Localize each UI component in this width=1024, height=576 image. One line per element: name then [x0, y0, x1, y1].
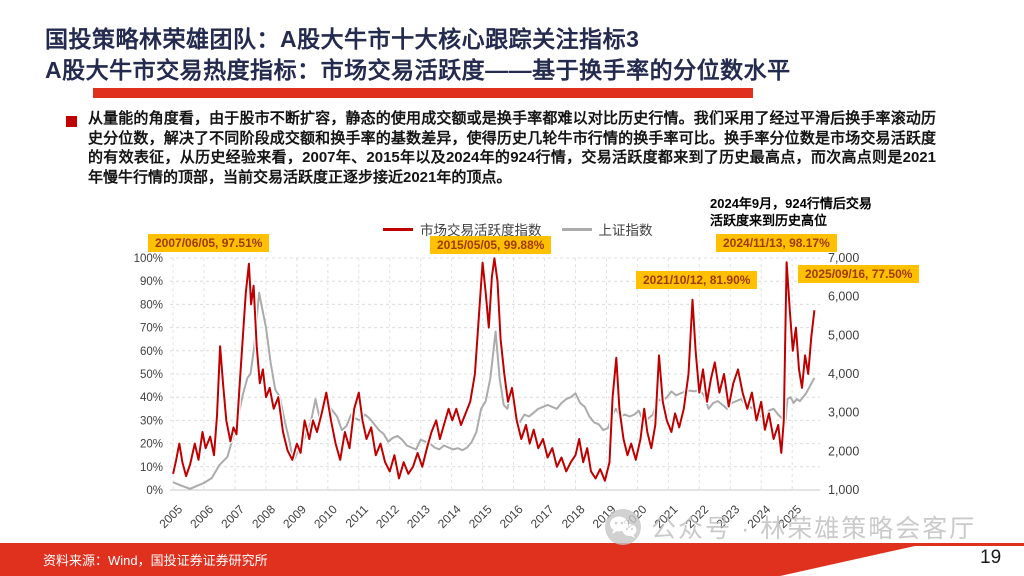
footer-bar	[0, 546, 915, 576]
svg-text:7,000: 7,000	[828, 251, 859, 265]
source-note: 资料来源：Wind，国投证券证券研究所	[43, 553, 268, 568]
wechat-icon	[605, 509, 641, 545]
bullet-square-icon	[66, 116, 77, 127]
page-number: 19	[980, 547, 1002, 568]
svg-text:2018: 2018	[559, 502, 588, 531]
svg-text:5,000: 5,000	[828, 328, 859, 342]
annotation-2007-peak: 2007/06/05, 97.51%	[148, 234, 270, 252]
svg-text:2,000: 2,000	[828, 444, 859, 458]
svg-text:20%: 20%	[140, 439, 163, 451]
svg-text:2015: 2015	[466, 502, 495, 531]
svg-text:6,000: 6,000	[828, 290, 859, 304]
legend-label-activity: 市场交易活跃度指数	[420, 223, 542, 238]
footer-rule	[0, 543, 1024, 546]
svg-text:2011: 2011	[343, 502, 371, 530]
svg-text:40%: 40%	[140, 392, 163, 404]
svg-text:1,000: 1,000	[828, 483, 859, 497]
svg-text:2006: 2006	[187, 502, 216, 531]
svg-text:90%: 90%	[140, 276, 163, 288]
activity-percentile-chart: 0%10%20%30%40%50%60%70%80%90%100%2005 200…	[134, 251, 860, 531]
activity-line-swatch	[383, 227, 413, 231]
svg-text:2010: 2010	[311, 502, 340, 531]
svg-text:2017: 2017	[528, 502, 557, 531]
svg-text:50%: 50%	[140, 369, 163, 381]
annotation-2015-peak: 2015/05/05, 99.88%	[430, 236, 552, 254]
chart-note-line1: 2024年9月，924行情后交易	[710, 196, 872, 211]
svg-text:3,000: 3,000	[828, 406, 859, 420]
chart-note-line2: 活跃度来到历史高位	[710, 213, 828, 228]
chart-annotation-note: 2024年9月，924行情后交易 活跃度来到历史高位	[710, 195, 930, 229]
svg-text:2016: 2016	[497, 502, 526, 531]
annotation-2021-peak: 2021/10/12, 81.90%	[636, 271, 758, 289]
svg-text:2012: 2012	[373, 502, 402, 531]
page-title-line2: A股大牛市交易热度指标：市场交易活跃度——基于换手率的分位数水平	[45, 57, 791, 83]
svg-text:100%: 100%	[134, 253, 163, 265]
svg-text:30%: 30%	[140, 415, 163, 427]
annotation-2024-peak: 2024/11/13, 98.17%	[716, 234, 837, 252]
svg-text:2007: 2007	[218, 502, 247, 531]
legend-item-sse: 上证指数	[561, 219, 653, 239]
watermark-text: 公众号 · 林荣雄策略会客厅	[651, 515, 977, 543]
title-underline-bar	[93, 88, 753, 98]
svg-text:60%: 60%	[140, 346, 163, 358]
body-paragraph: 从量能的角度看，由于股市不断扩容，静态的使用成交额或是换手率都难以对比历史行情。…	[88, 110, 936, 186]
page-title: 国投策略林荣雄团队：A股大牛市十大核心跟踪关注指标3 A股大牛市交易热度指标：市…	[45, 24, 791, 86]
svg-text:80%: 80%	[140, 299, 163, 311]
svg-text:4,000: 4,000	[828, 367, 859, 381]
svg-text:2008: 2008	[249, 502, 278, 531]
svg-text:0%: 0%	[146, 485, 163, 497]
svg-text:2014: 2014	[435, 502, 464, 531]
svg-text:70%: 70%	[140, 323, 163, 335]
page-title-line1: 国投策略林荣雄团队：A股大牛市十大核心跟踪关注指标3	[45, 26, 640, 52]
annotation-2025-current: 2025/09/16, 77.50%	[798, 265, 920, 283]
legend-item-activity: 市场交易活跃度指数	[383, 219, 542, 239]
watermark: 公众号 · 林荣雄策略会客厅	[604, 508, 976, 546]
svg-text:2005: 2005	[156, 502, 185, 531]
svg-text:2009: 2009	[280, 502, 309, 531]
sse-line-swatch	[561, 227, 592, 231]
svg-text:2013: 2013	[404, 502, 433, 531]
legend-label-sse: 上证指数	[598, 223, 653, 238]
svg-text:10%: 10%	[140, 462, 163, 474]
chart-legend: 市场交易活跃度指数 上证指数	[383, 219, 653, 239]
